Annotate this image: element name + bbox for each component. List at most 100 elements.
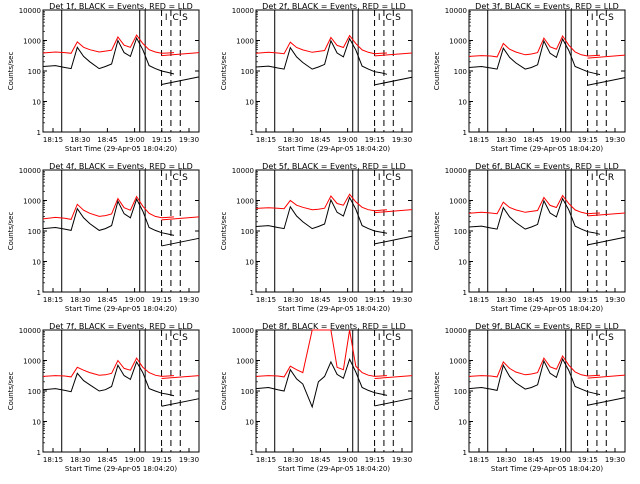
chart-panel-1: Det 1f, BLACK = Events, RED = LLD 1 10 100 1… [7, 2, 200, 153]
y-axis-label: Counts/sec [7, 212, 15, 251]
y-tick-label: 10000 [232, 7, 254, 15]
series-tail [374, 209, 413, 214]
y-tick-label: 10000 [232, 327, 254, 335]
series-events-line [42, 36, 175, 75]
x-tick-label: 18:15 [469, 456, 489, 464]
chart-title: Det 3f, BLACK = Events, RED = LLD [475, 2, 619, 11]
chart-title: Det 7f, BLACK = Events, RED = LLD [49, 322, 193, 331]
marker-letter: S [182, 173, 188, 183]
y-tick-label: 100 [241, 68, 254, 76]
x-tick-label: 19:30 [392, 456, 412, 464]
y-tick-label: 10 [32, 259, 41, 267]
chart-panel-2: Det 2f, BLACK = Events, RED = LLD 1 10 100 1… [220, 2, 413, 153]
y-tick-label: 10 [245, 99, 254, 107]
marker-letter: C [385, 13, 391, 23]
y-tick-label: 1000 [23, 198, 41, 206]
chart-panel-4: Det 4f, BLACK = Events, RED = LLD 1 10 100 1… [7, 162, 200, 313]
series-lld-line [42, 34, 175, 54]
chart-title: Det 6f, BLACK = Events, RED = LLD [475, 162, 619, 171]
x-tick-label: 18:30 [496, 296, 516, 304]
marker-letter: C [385, 173, 391, 183]
chart-title: Det 5f, BLACK = Events, RED = LLD [262, 162, 406, 171]
x-tick-label: 18:45 [310, 296, 330, 304]
x-axis-label: Start Time (29-Apr-05 18:04:20) [278, 465, 390, 473]
x-tick-label: 19:30 [605, 136, 625, 144]
y-tick-label: 100 [28, 228, 41, 236]
y-tick-label: 100 [28, 388, 41, 396]
y-tick-label: 10 [32, 419, 41, 427]
x-tick-label: 18:30 [70, 456, 90, 464]
y-tick-label: 1000 [236, 198, 254, 206]
series-lld-line [255, 34, 388, 55]
x-tick-label: 19:15 [365, 296, 385, 304]
chart-title: Det 1f, BLACK = Events, RED = LLD [49, 2, 193, 11]
y-axis-label: Counts/sec [433, 372, 441, 411]
series-events-line [468, 37, 601, 76]
plot-frame [468, 9, 626, 133]
series-tail [161, 52, 200, 57]
y-tick-label: 1000 [23, 38, 41, 46]
x-tick-label: 19:30 [605, 456, 625, 464]
series-events-line [42, 360, 175, 397]
chart-panel-9: Det 9f, BLACK = Events, RED = LLD 1 10 100 1… [433, 322, 626, 473]
y-tick-label: 10000 [232, 167, 254, 175]
series-lld-line [468, 34, 601, 58]
x-tick-label: 18:30 [283, 456, 303, 464]
y-tick-label: 10000 [445, 7, 467, 15]
x-tick-label: 19:00 [338, 296, 358, 304]
y-tick-label: 100 [241, 388, 254, 396]
y-tick-label: 1 [37, 289, 41, 297]
x-axis-label: Start Time (29-Apr-05 18:04:20) [65, 465, 177, 473]
x-tick-label: 19:00 [125, 296, 145, 304]
marker-letter: I [378, 173, 381, 183]
chart-panel-5: Det 5f, BLACK = Events, RED = LLD 1 10 100 1… [220, 162, 413, 313]
series-tail [587, 77, 626, 86]
marker-letter: C [598, 173, 604, 183]
series-tail [161, 375, 200, 380]
chart-title: Det 4f, BLACK = Events, RED = LLD [49, 162, 193, 171]
series-tail [587, 374, 626, 379]
plot-frame [42, 9, 200, 133]
marker-letter: S [608, 333, 614, 343]
plot-frame [255, 169, 413, 293]
marker-letter: C [172, 333, 178, 343]
y-tick-label: 10000 [445, 167, 467, 175]
x-tick-label: 19:00 [125, 136, 145, 144]
x-tick-label: 18:15 [43, 456, 63, 464]
series-lld-line [255, 193, 388, 212]
y-tick-label: 1 [463, 449, 467, 457]
chart-title: Det 2f, BLACK = Events, RED = LLD [262, 2, 406, 11]
series-tail [374, 375, 413, 380]
y-tick-label: 10 [245, 259, 254, 267]
y-tick-label: 1000 [449, 198, 467, 206]
marker-letter: S [182, 13, 188, 23]
x-tick-label: 19:15 [152, 296, 172, 304]
series-lld-line [42, 357, 175, 378]
series-events-line [255, 357, 388, 409]
x-tick-label: 18:15 [256, 296, 276, 304]
x-tick-label: 19:15 [152, 456, 172, 464]
y-tick-label: 10 [32, 99, 41, 107]
series-lld-line [468, 354, 601, 378]
series-events-line [468, 197, 601, 235]
y-tick-label: 1000 [449, 38, 467, 46]
x-tick-label: 19:30 [392, 296, 412, 304]
y-tick-label: 1000 [236, 38, 254, 46]
y-tick-label: 100 [454, 228, 467, 236]
x-axis-label: Start Time (29-Apr-05 18:04:20) [491, 465, 603, 473]
y-tick-label: 1 [37, 449, 41, 457]
y-tick-label: 1 [463, 129, 467, 137]
marker-letter: I [378, 13, 381, 23]
x-tick-label: 18:30 [496, 136, 516, 144]
chart-panel-6: Det 6f, BLACK = Events, RED = LLD 1 10 100 1… [433, 162, 626, 313]
x-tick-label: 19:00 [551, 456, 571, 464]
x-tick-label: 19:30 [179, 136, 199, 144]
series-tail [161, 216, 200, 221]
marker-letter: S [182, 333, 188, 343]
series-tail [374, 397, 413, 407]
x-tick-label: 19:15 [365, 136, 385, 144]
y-tick-label: 10000 [445, 327, 467, 335]
x-tick-label: 19:15 [578, 136, 598, 144]
series-tail [587, 236, 626, 246]
